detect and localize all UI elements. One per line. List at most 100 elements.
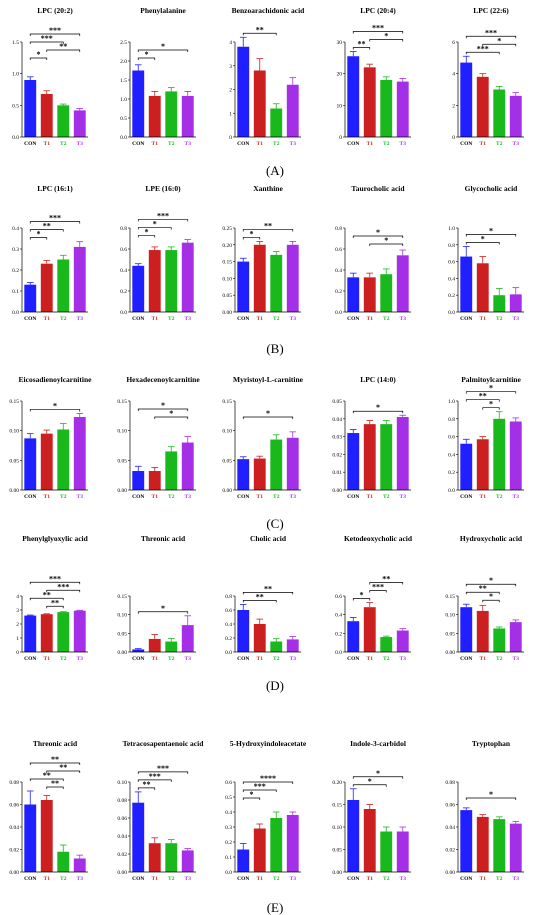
chart-title: LPC (16:1): [37, 184, 73, 193]
y-tick-label: 0.4: [225, 810, 232, 816]
y-tick-label: 0.08: [445, 780, 455, 786]
y-tick-label: 0.10: [117, 429, 127, 435]
significance-bracket: [242, 797, 261, 800]
bar-t3: [286, 639, 299, 652]
bar-t2: [270, 439, 283, 490]
significance-label: ***: [149, 772, 161, 781]
bar-t2: [270, 641, 283, 652]
bar-t3: [286, 84, 299, 137]
y-tick-label: 0.04: [332, 417, 342, 423]
y-tick-label: 1: [229, 111, 232, 117]
x-tick-label: CON: [237, 141, 249, 147]
bar-t3: [73, 610, 86, 652]
y-tick-label: 0.04: [445, 825, 455, 831]
x-tick-label: T2: [60, 656, 67, 662]
bar-t1: [253, 70, 266, 137]
y-tick-label: 4: [452, 72, 455, 78]
y-tick-label: 0.1: [225, 855, 232, 861]
significance-bracket: [369, 590, 387, 593]
bar-con: [347, 56, 360, 137]
x-tick-label: T2: [383, 656, 390, 662]
x-tick-label: CON: [347, 316, 359, 322]
significance-label: *: [169, 409, 173, 418]
y-tick-label: 0.04: [9, 825, 19, 831]
significance-bracket: [137, 779, 172, 782]
x-tick-label: T3: [77, 316, 84, 322]
significance-bracket: [352, 776, 404, 779]
bar-t2: [270, 254, 283, 312]
significance-bracket: [369, 243, 404, 246]
y-tick-label: 0.0: [448, 310, 455, 316]
y-tick-label: 0.0: [335, 310, 342, 316]
bar-t1: [476, 816, 489, 872]
y-tick-label: 0.00: [117, 650, 127, 656]
chart-title: Hydroxycholic acid: [460, 534, 523, 543]
x-tick-label: T2: [496, 494, 503, 500]
x-tick-label: T2: [60, 316, 67, 322]
y-tick-label: 2: [229, 88, 232, 94]
x-tick-label: T2: [273, 494, 280, 500]
y-tick-label: 0.06: [117, 816, 127, 822]
significance-label: *: [161, 604, 165, 613]
significance-label: *: [37, 230, 41, 239]
y-tick-label: 0: [229, 135, 232, 141]
y-tick-label: 10: [337, 103, 343, 109]
bar-t1: [148, 638, 161, 652]
bar-con: [460, 256, 473, 312]
bar-t2: [493, 89, 506, 137]
y-tick-label: 0.4: [335, 613, 342, 619]
y-tick-label: 0.0: [335, 650, 342, 656]
chart-title: 5-Hydroxyindoleacetate: [230, 739, 307, 748]
significance-label: **: [59, 42, 67, 51]
significance-bracket: [242, 32, 277, 36]
bar-chart-24: Indole-3-carbidol CON T1 T2 T3 0.00 0.05 0.10 0.…: [332, 739, 411, 882]
x-tick-label: T1: [480, 876, 487, 882]
bar-chart-23: 5-Hydroxyindoleacetate CON T1 T2 T3 0.0 0.1 0.2…: [225, 739, 307, 882]
bar-chart-21: Threonic acid CON T1 T2 T3 0.00 0.02 0.04 0.06 0.…: [9, 739, 88, 882]
significance-label: ***: [485, 28, 497, 37]
x-tick-label: T1: [257, 494, 264, 500]
bar-chart-3: Benzoarachidonic acid CON T1 T2 T3 0 1 2 3 4 **: [229, 6, 305, 147]
significance-label: *: [37, 50, 41, 59]
y-tick-label: 0.6: [225, 780, 232, 786]
significance-bracket: [29, 778, 64, 781]
x-tick-label: T2: [273, 316, 280, 322]
y-tick-label: 20: [337, 72, 343, 78]
bar-chart-9: Taurocholic acid CON T1 T2 T3 0.0 0.2 0.4 0.6 0.8…: [335, 184, 411, 322]
y-tick-label: 0.8: [448, 417, 455, 423]
x-tick-label: T2: [60, 494, 67, 500]
y-tick-label: 0.00: [445, 650, 455, 656]
y-tick-label: 0.06: [9, 803, 19, 809]
bar-t3: [286, 815, 299, 872]
bar-t2: [493, 819, 506, 872]
chart-title: LPC (20:4): [360, 6, 396, 15]
x-tick-label: T3: [400, 141, 407, 147]
significance-label: **: [43, 771, 51, 780]
y-tick-label: 0.05: [332, 848, 342, 854]
x-tick-label: T3: [513, 141, 520, 147]
bar-t3: [509, 421, 522, 490]
significance-label: *: [368, 777, 372, 786]
y-tick-label: 0.20: [332, 780, 342, 786]
chart-title: LPC (20:2): [37, 6, 73, 15]
significance-label: **: [43, 590, 51, 599]
y-tick-label: 0.02: [9, 848, 19, 854]
y-tick-label: 0.6: [448, 435, 455, 441]
bar-t1: [476, 263, 489, 312]
bar-chart-7: LPE (16:0)CON T1 T2 T30.00.20.40.60.8 *****: [120, 184, 196, 322]
significance-bracket: [465, 591, 500, 595]
x-tick-label: T2: [273, 656, 280, 662]
bar-t2: [57, 851, 70, 872]
bar-t3: [396, 831, 409, 872]
significance-label: *: [266, 409, 270, 418]
bar-t1: [40, 614, 53, 652]
significance-bracket: [352, 31, 404, 34]
x-tick-label: T1: [367, 494, 374, 500]
x-tick-label: CON: [347, 656, 359, 662]
y-tick-label: 0.10: [9, 429, 19, 435]
significance-label: *: [481, 234, 485, 243]
chart-title: Threonic acid: [141, 534, 186, 543]
y-tick-label: 0.0: [225, 650, 232, 656]
bar-con: [132, 802, 145, 872]
